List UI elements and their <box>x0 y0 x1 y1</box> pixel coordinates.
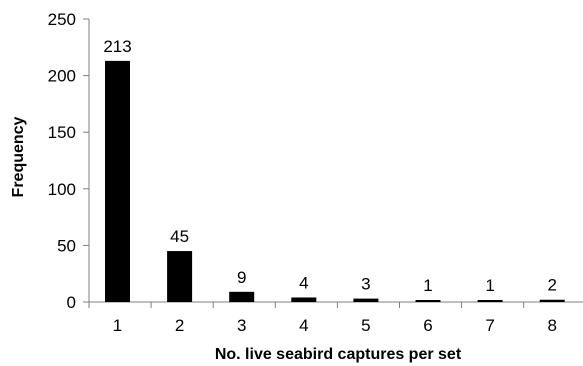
x-tick-label: 7 <box>485 316 494 335</box>
y-tick-label: 200 <box>48 67 76 86</box>
y-axis-title: Frequency <box>10 116 27 197</box>
bar-value-label: 4 <box>299 273 308 292</box>
bar-value-label: 1 <box>423 276 432 295</box>
y-tick-label: 250 <box>48 10 76 29</box>
bars <box>105 60 565 302</box>
y-tick-label: 150 <box>48 123 76 142</box>
bar <box>415 300 441 302</box>
bar <box>353 298 379 302</box>
bar-value-label: 1 <box>485 276 494 295</box>
x-axis-title: No. live seabird captures per set <box>215 346 462 363</box>
y-tick-label: 50 <box>57 236 76 255</box>
bar <box>229 291 255 302</box>
y-tick-label: 0 <box>67 293 76 312</box>
bar-value-label: 213 <box>103 37 131 56</box>
bar <box>291 297 317 302</box>
bar-value-label: 45 <box>170 227 189 246</box>
bar <box>105 60 130 302</box>
x-tick-label: 6 <box>423 316 432 335</box>
bar <box>539 299 565 302</box>
bar-value-label: 2 <box>547 276 556 295</box>
y-axis: 0 50 100 150 200 250 <box>48 10 90 312</box>
x-tick-label: 3 <box>237 316 246 335</box>
x-tick-label: 4 <box>299 316 308 335</box>
y-tick-label: 100 <box>48 180 76 199</box>
bar-value-label: 9 <box>237 268 246 287</box>
x-tick-label: 1 <box>113 316 122 335</box>
data-labels: 213 45 9 4 3 1 1 2 <box>103 37 557 295</box>
bar <box>477 300 503 302</box>
x-tick-label: 2 <box>175 316 184 335</box>
x-tick-label: 8 <box>547 316 556 335</box>
bar <box>167 251 193 302</box>
bar-value-label: 3 <box>361 275 370 294</box>
x-tick-label: 5 <box>361 316 370 335</box>
x-axis: 1 2 3 4 5 6 7 8 <box>88 301 583 335</box>
